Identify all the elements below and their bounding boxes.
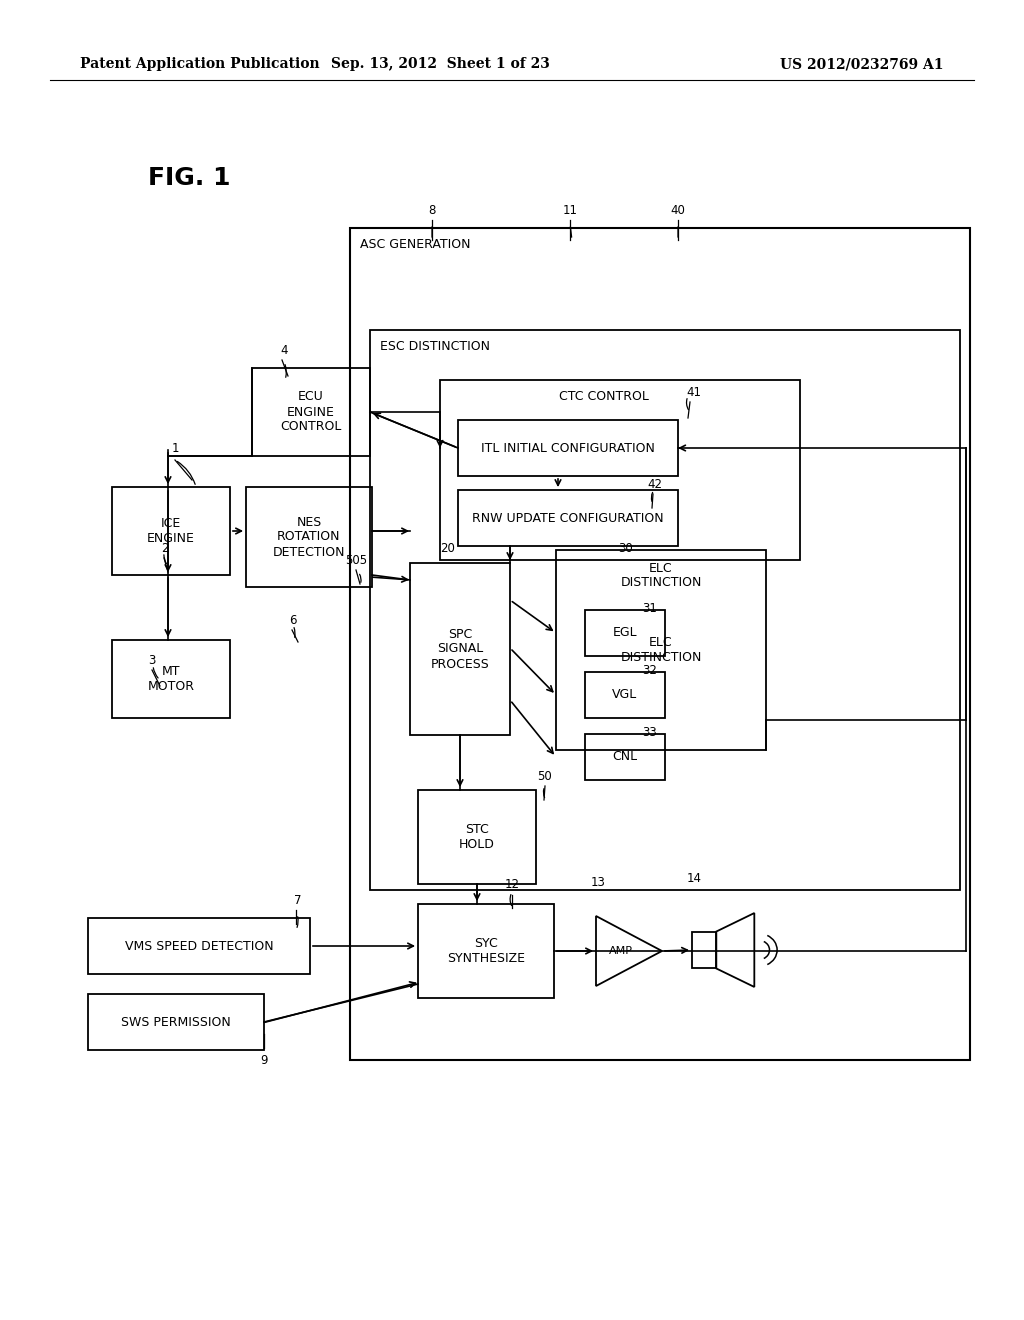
Text: 6: 6 <box>289 614 297 627</box>
Text: Sep. 13, 2012  Sheet 1 of 23: Sep. 13, 2012 Sheet 1 of 23 <box>331 57 550 71</box>
Text: ELC: ELC <box>649 561 673 574</box>
Bar <box>370 330 961 890</box>
Bar <box>585 672 665 718</box>
Bar <box>350 228 970 1060</box>
Text: SWS PERMISSION: SWS PERMISSION <box>121 1015 230 1028</box>
Text: 40: 40 <box>671 203 685 216</box>
Text: 11: 11 <box>562 203 578 216</box>
Bar <box>585 610 665 656</box>
Bar <box>418 904 554 998</box>
Bar <box>246 487 372 587</box>
Text: NES
ROTATION
DETECTION: NES ROTATION DETECTION <box>272 516 345 558</box>
Text: 3: 3 <box>148 653 156 667</box>
Text: 42: 42 <box>647 478 663 491</box>
Text: MT
MOTOR: MT MOTOR <box>147 665 195 693</box>
Text: ASC GENERATION: ASC GENERATION <box>360 238 470 251</box>
Text: 41: 41 <box>686 385 701 399</box>
Text: ITL INITIAL CONFIGURATION: ITL INITIAL CONFIGURATION <box>481 441 655 454</box>
Text: 50: 50 <box>538 770 552 783</box>
Text: FIG. 1: FIG. 1 <box>148 166 230 190</box>
Bar <box>410 564 510 735</box>
Bar <box>458 490 678 546</box>
Text: CTC CONTROL: CTC CONTROL <box>559 389 649 403</box>
Text: 33: 33 <box>643 726 657 738</box>
Bar <box>440 380 800 560</box>
Bar <box>556 550 766 750</box>
Bar <box>252 368 370 455</box>
Text: 1: 1 <box>171 441 179 454</box>
Text: CNL: CNL <box>612 751 638 763</box>
Text: 9: 9 <box>260 1053 267 1067</box>
Text: ESC DISTINCTION: ESC DISTINCTION <box>380 339 490 352</box>
Text: Patent Application Publication: Patent Application Publication <box>80 57 319 71</box>
Text: EGL: EGL <box>612 627 637 639</box>
Text: ICE
ENGINE: ICE ENGINE <box>147 517 195 545</box>
Text: 13: 13 <box>591 875 605 888</box>
Bar <box>88 917 310 974</box>
Bar <box>112 640 230 718</box>
Bar <box>692 932 717 969</box>
Text: 505: 505 <box>345 553 367 566</box>
Text: US 2012/0232769 A1: US 2012/0232769 A1 <box>780 57 943 71</box>
Text: VMS SPEED DETECTION: VMS SPEED DETECTION <box>125 940 273 953</box>
Bar <box>88 994 264 1049</box>
Text: ECU
ENGINE
CONTROL: ECU ENGINE CONTROL <box>281 391 342 433</box>
Text: 2: 2 <box>161 541 169 554</box>
Text: 31: 31 <box>643 602 657 615</box>
Text: SPC
SIGNAL
PROCESS: SPC SIGNAL PROCESS <box>431 627 489 671</box>
Text: AMP: AMP <box>609 946 633 956</box>
Text: 20: 20 <box>440 541 456 554</box>
Bar <box>418 789 536 884</box>
Text: VGL: VGL <box>612 689 638 701</box>
Text: 14: 14 <box>686 871 701 884</box>
Text: RNW UPDATE CONFIGURATION: RNW UPDATE CONFIGURATION <box>472 511 664 524</box>
Bar <box>112 487 230 576</box>
Text: 32: 32 <box>643 664 657 676</box>
Text: DISTINCTION: DISTINCTION <box>621 576 701 589</box>
Text: 12: 12 <box>505 879 519 891</box>
Text: STC
HOLD: STC HOLD <box>459 822 495 851</box>
Text: SYC
SYNTHESIZE: SYC SYNTHESIZE <box>447 937 525 965</box>
Bar <box>585 734 665 780</box>
Text: 4: 4 <box>281 343 288 356</box>
Bar <box>458 420 678 477</box>
Text: 8: 8 <box>428 203 435 216</box>
Text: 30: 30 <box>618 541 634 554</box>
Text: ELC
DISTINCTION: ELC DISTINCTION <box>621 636 701 664</box>
Text: 7: 7 <box>294 894 302 907</box>
